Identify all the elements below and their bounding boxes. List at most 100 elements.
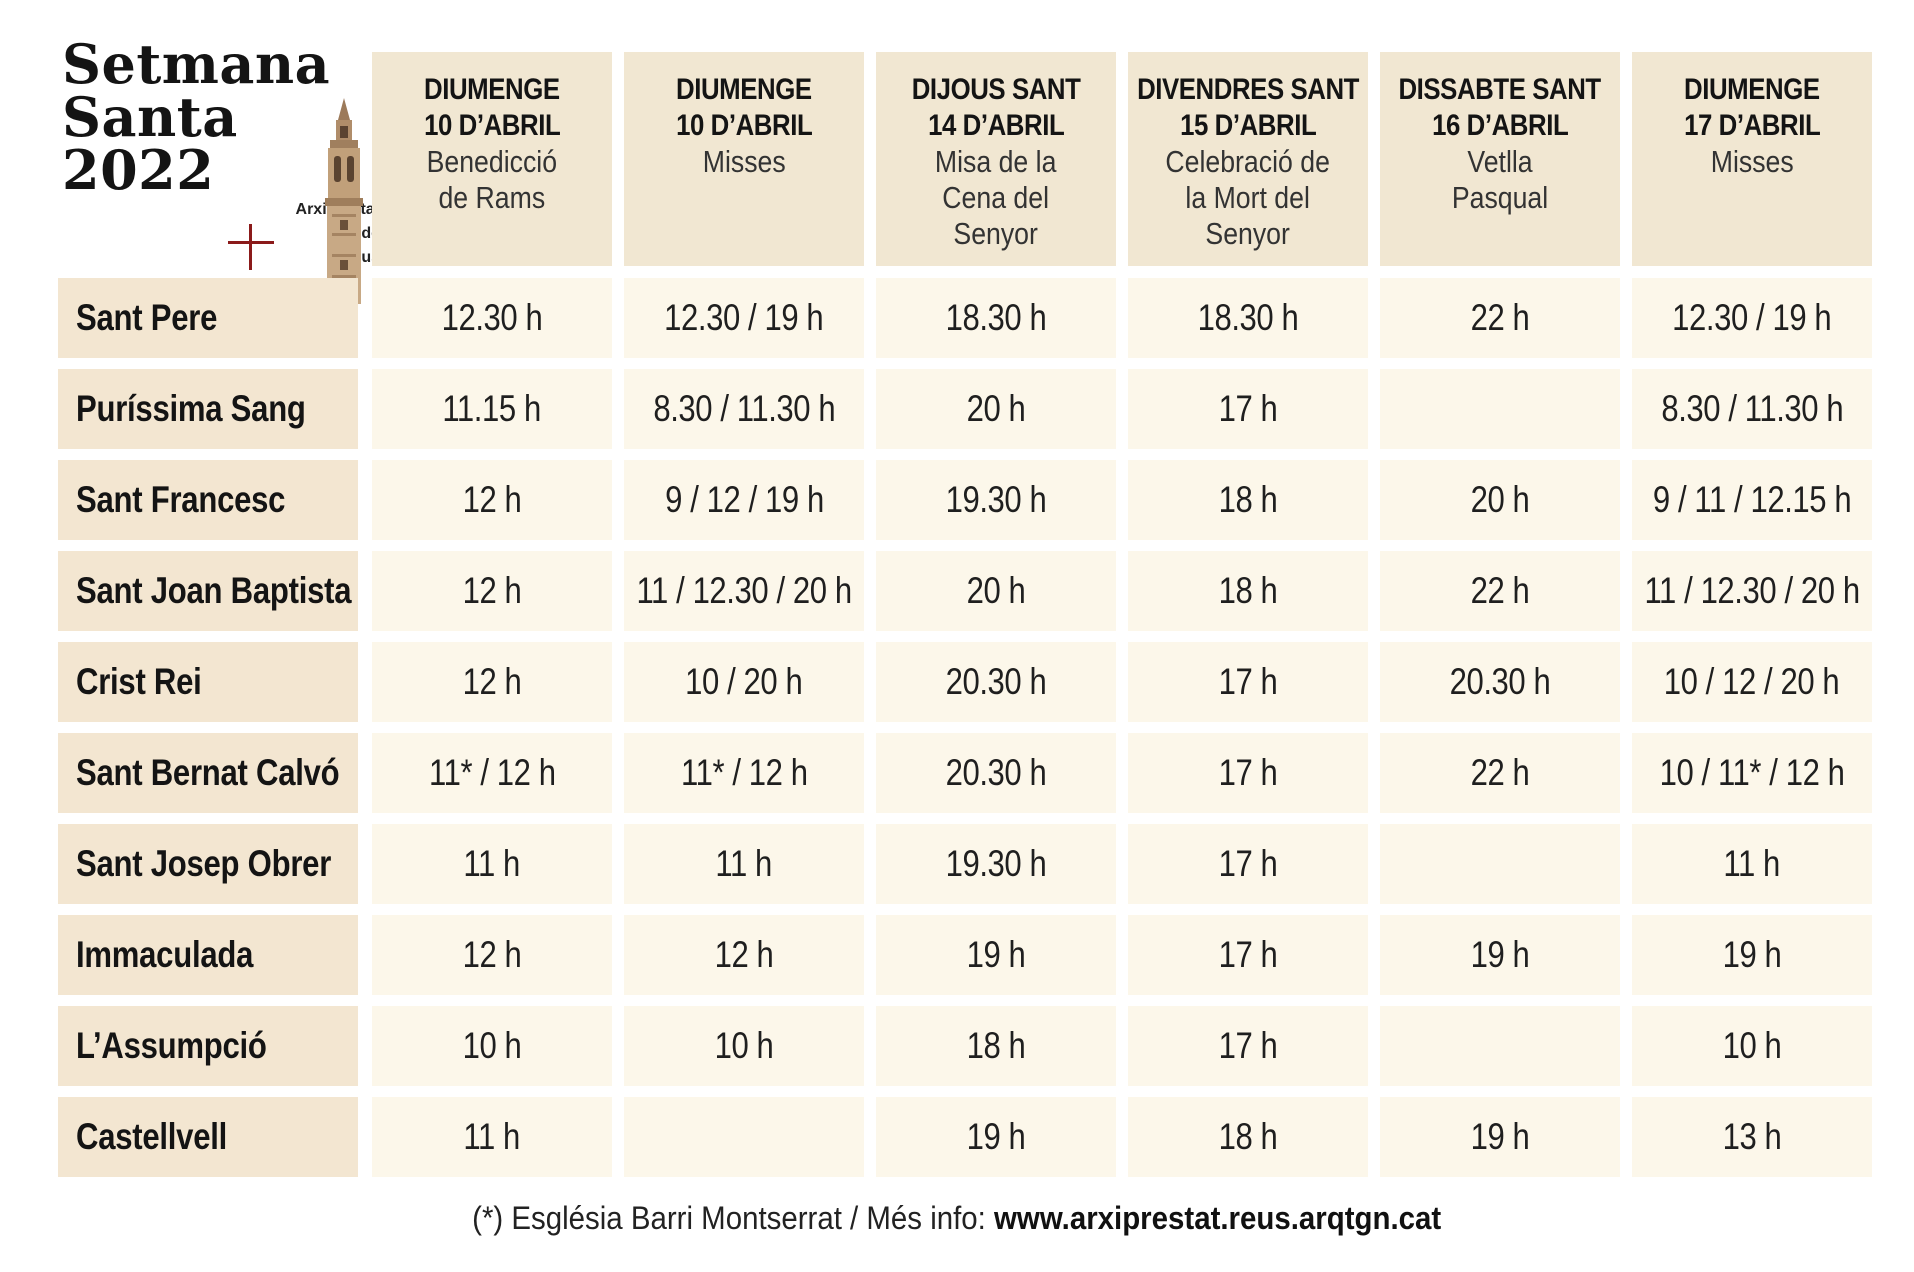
- time-value: 22 h: [1470, 570, 1530, 611]
- church-name: Immaculada: [76, 934, 254, 975]
- time-value: 11 h: [463, 843, 521, 884]
- cross-icon: [228, 224, 274, 270]
- time-value: 19 h: [966, 934, 1026, 975]
- time-cell: 20 h: [876, 369, 1116, 449]
- column-date: 15 D’ABRIL: [1179, 109, 1317, 142]
- column-date: 10 D’ABRIL: [423, 109, 561, 142]
- time-value: 11 h: [1723, 843, 1781, 884]
- time-value: 19 h: [1470, 1116, 1530, 1157]
- church-name: L’Assumpció: [76, 1025, 267, 1066]
- time-cell: 8.30 / 11.30 h: [624, 369, 864, 449]
- time-cell: 19.30 h: [876, 824, 1116, 904]
- time-cell: 8.30 / 11.30 h: [1632, 369, 1872, 449]
- title-line-1: Setmana: [62, 32, 331, 96]
- time-cell: 9 / 11 / 12.15 h: [1632, 460, 1872, 540]
- time-cell: 19 h: [876, 915, 1116, 995]
- time-cell: 17 h: [1128, 733, 1368, 813]
- time-cell: 19 h: [876, 1097, 1116, 1177]
- time-value: 12.30 / 19 h: [1672, 297, 1832, 338]
- time-value: 20 h: [1470, 479, 1530, 520]
- church-name: Sant Francesc: [76, 479, 286, 520]
- time-cell: 11 h: [372, 824, 612, 904]
- time-value: 20 h: [966, 570, 1026, 611]
- time-value: 20.30 h: [945, 752, 1047, 793]
- time-value: 12 h: [462, 934, 522, 975]
- time-cell: 20.30 h: [1380, 642, 1620, 722]
- church-name: Crist Rei: [76, 661, 202, 702]
- church-name-cell: Puríssima Sang: [58, 369, 358, 449]
- column-day: DIUMENGE: [424, 73, 560, 106]
- time-cell: 12 h: [372, 551, 612, 631]
- time-value: 11 / 12.30 / 20 h: [1644, 570, 1860, 611]
- time-cell: 22 h: [1380, 733, 1620, 813]
- time-cell: 17 h: [1128, 824, 1368, 904]
- time-cell: 10 h: [372, 1006, 612, 1086]
- time-cell: 20 h: [876, 551, 1116, 631]
- time-value: 10 / 20 h: [685, 661, 803, 702]
- column-day: DIVENDRES SANT: [1137, 73, 1359, 106]
- time-cell: 11 / 12.30 / 20 h: [1632, 551, 1872, 631]
- time-cell: [1380, 369, 1620, 449]
- time-cell: 13 h: [1632, 1097, 1872, 1177]
- time-cell: 11* / 12 h: [372, 733, 612, 813]
- time-value: 17 h: [1218, 752, 1278, 793]
- time-cell: 19 h: [1632, 915, 1872, 995]
- column-header: DIJOUS SANT 14 D’ABRIL Misa de la Cena del…: [876, 52, 1116, 266]
- column-description: Misses: [702, 144, 786, 179]
- church-name: Sant Bernat Calvó: [76, 752, 340, 793]
- time-value: 18 h: [1218, 1116, 1278, 1157]
- time-value: 12.30 h: [441, 297, 543, 338]
- time-value: 9 / 12 / 19 h: [664, 479, 824, 520]
- time-value: 8.30 / 11.30 h: [1661, 388, 1843, 429]
- column-day: DIUMENGE: [1684, 73, 1820, 106]
- time-value: 12 h: [462, 479, 522, 520]
- time-cell: [624, 1097, 864, 1177]
- time-cell: 11 / 12.30 / 20 h: [624, 551, 864, 631]
- church-name: Castellvell: [76, 1116, 227, 1157]
- time-cell: 10 / 12 / 20 h: [1632, 642, 1872, 722]
- time-cell: 20.30 h: [876, 733, 1116, 813]
- time-cell: 19 h: [1380, 1097, 1620, 1177]
- footer: (*) Església Barri Montserrat / Més info…: [0, 1200, 1914, 1237]
- time-cell: 10 h: [624, 1006, 864, 1086]
- time-value: 11* / 12 h: [428, 752, 556, 793]
- time-cell: 19.30 h: [876, 460, 1116, 540]
- column-description: Misa de la Cena del Senyor: [935, 144, 1057, 251]
- time-cell: 18 h: [1128, 460, 1368, 540]
- time-cell: 12 h: [372, 642, 612, 722]
- church-name-cell: L’Assumpció: [58, 1006, 358, 1086]
- time-cell: 20 h: [1380, 460, 1620, 540]
- time-cell: 17 h: [1128, 915, 1368, 995]
- time-value: 17 h: [1218, 1025, 1278, 1066]
- time-value: 12 h: [462, 570, 522, 611]
- time-cell: 11 h: [624, 824, 864, 904]
- column-header: DIUMENGE 10 D’ABRIL Benedicció de Rams: [372, 52, 612, 266]
- time-value: 10 / 12 / 20 h: [1664, 661, 1840, 702]
- column-date: 17 D’ABRIL: [1683, 109, 1821, 142]
- time-value: 19 h: [1722, 934, 1782, 975]
- time-cell: 12.30 / 19 h: [624, 278, 864, 358]
- column-header: DISSABTE SANT 16 D’ABRIL Vetlla Pasqual: [1380, 52, 1620, 266]
- column-description: Misses: [1710, 144, 1794, 179]
- column-header: DIUMENGE 10 D’ABRIL Misses: [624, 52, 864, 266]
- church-name-cell: Sant Bernat Calvó: [58, 733, 358, 813]
- church-name-cell: Sant Francesc: [58, 460, 358, 540]
- title-line-3: 2022: [62, 138, 215, 202]
- time-value: 19 h: [966, 1116, 1026, 1157]
- church-name-cell: Castellvell: [58, 1097, 358, 1177]
- column-day: DISSABTE SANT: [1398, 73, 1602, 106]
- time-cell: 17 h: [1128, 369, 1368, 449]
- time-value: 18 h: [1218, 479, 1278, 520]
- time-value: 17 h: [1218, 388, 1278, 429]
- time-cell: 11 h: [1632, 824, 1872, 904]
- church-name: Sant Joan Baptista: [76, 570, 352, 611]
- column-date: 16 D’ABRIL: [1431, 109, 1569, 142]
- column-description: Benedicció de Rams: [426, 144, 558, 215]
- time-cell: 10 / 20 h: [624, 642, 864, 722]
- time-cell: 9 / 12 / 19 h: [624, 460, 864, 540]
- title-block: Setmana Santa 2022 Arxiprestat de Reus: [62, 32, 380, 304]
- time-value: 10 h: [714, 1025, 774, 1066]
- time-value: 17 h: [1218, 843, 1278, 884]
- time-cell: 10 / 11* / 12 h: [1632, 733, 1872, 813]
- bell-tower-illustration: [325, 98, 363, 304]
